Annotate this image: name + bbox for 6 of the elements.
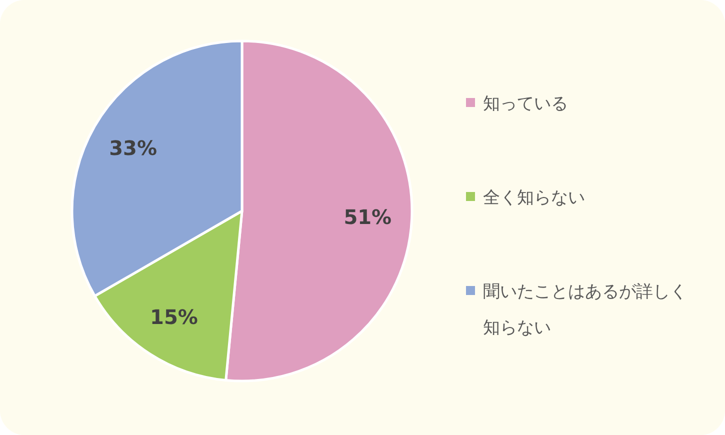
legend-label: 知っている	[483, 94, 568, 114]
data-label: 33%	[109, 136, 157, 160]
data-label: 51%	[344, 204, 392, 229]
legend-label: 聞いたことはあるが詳しく知らない	[483, 282, 687, 338]
legend-label: 全く知らない	[483, 188, 585, 208]
data-label: 15%	[150, 304, 198, 329]
